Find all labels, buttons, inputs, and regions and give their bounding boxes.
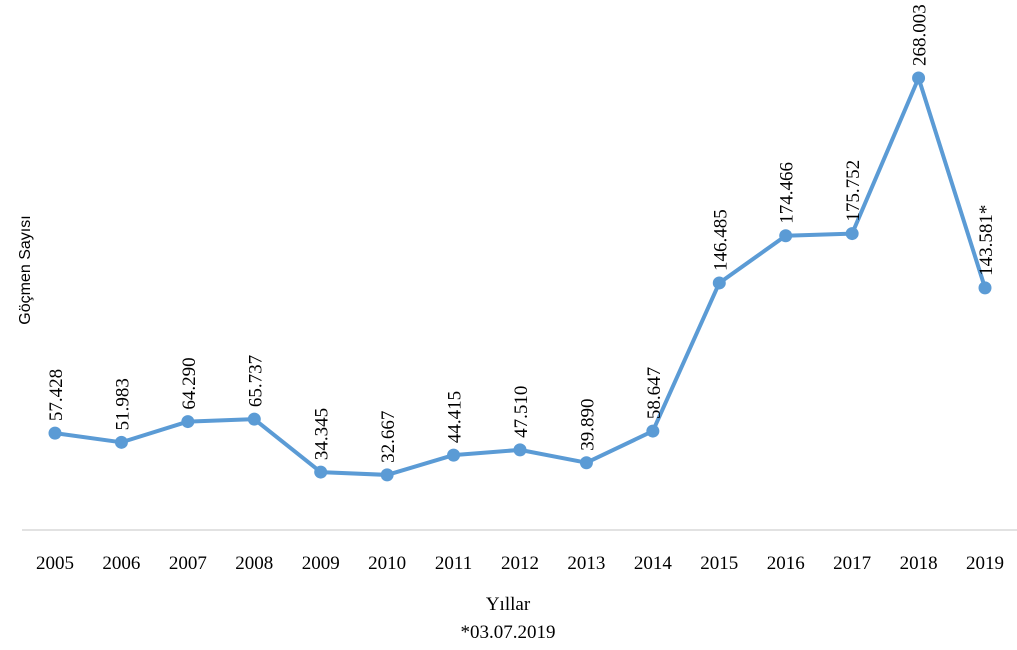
x-tick-label: 2008 <box>235 553 273 574</box>
data-label: 51.983 <box>112 378 133 430</box>
x-axis-label: Yıllar <box>486 594 531 615</box>
x-tick-label: 2010 <box>368 553 406 574</box>
data-point <box>181 415 195 429</box>
x-tick-label: 2017 <box>833 553 871 574</box>
data-point <box>114 435 128 449</box>
x-tick-label: 2016 <box>767 553 805 574</box>
data-point <box>579 456 593 470</box>
x-tick-label: 2019 <box>966 553 1004 574</box>
x-tick-label: 2006 <box>102 553 140 574</box>
data-point <box>380 468 394 482</box>
x-tick-label: 2011 <box>435 553 472 574</box>
data-label: 34.345 <box>312 408 333 460</box>
x-tick-label: 2015 <box>700 553 738 574</box>
x-tick-label: 2014 <box>634 553 673 574</box>
data-point <box>513 443 527 457</box>
data-label: 175.752 <box>843 160 864 222</box>
x-tick-label: 2005 <box>36 553 74 574</box>
data-label: 58.647 <box>644 367 665 419</box>
data-point <box>247 412 261 426</box>
data-point <box>447 448 461 462</box>
data-label: 146.485 <box>710 209 731 271</box>
x-tick-label: 2013 <box>567 553 605 574</box>
data-point <box>712 276 726 290</box>
data-label: 174.466 <box>777 162 798 224</box>
data-label: 44.415 <box>445 391 466 443</box>
data-point <box>48 426 62 440</box>
data-label: 268.003 <box>910 4 931 66</box>
data-label: 57.428 <box>46 369 67 421</box>
x-tick-label: 2018 <box>900 553 938 574</box>
x-tick-label: 2009 <box>302 553 340 574</box>
data-point <box>978 281 992 295</box>
data-point <box>845 227 859 241</box>
data-label: 32.667 <box>378 411 399 463</box>
x-tick-label: 2012 <box>501 553 539 574</box>
data-label: 143.581* <box>976 205 997 276</box>
data-label: 47.510 <box>511 386 532 438</box>
data-label: 64.290 <box>179 357 200 409</box>
y-axis-label: Göçmen Sayısı <box>17 215 34 324</box>
data-point <box>779 229 793 243</box>
data-label: 39.890 <box>577 398 598 450</box>
note: *03.07.2019 <box>461 622 556 643</box>
x-tick-label: 2007 <box>169 553 207 574</box>
data-point <box>912 71 926 85</box>
data-point <box>646 424 660 438</box>
data-label: 65.737 <box>245 355 266 407</box>
data-point <box>314 465 328 479</box>
